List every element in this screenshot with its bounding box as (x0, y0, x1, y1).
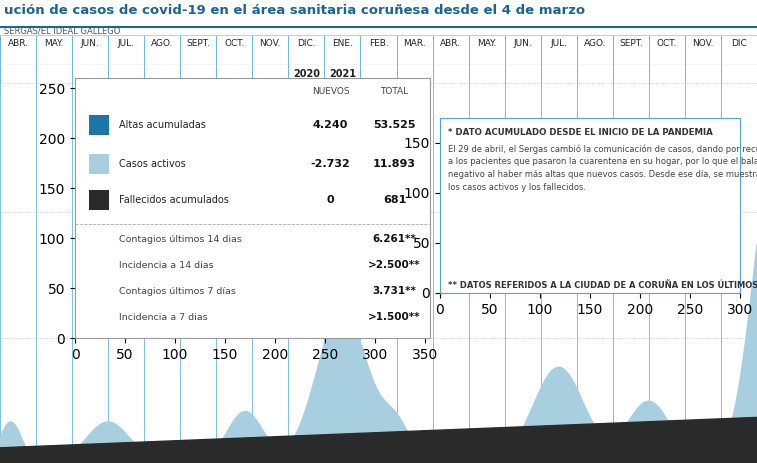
Text: Altas acumuladas: Altas acumuladas (119, 120, 206, 130)
Text: FEB.: FEB. (369, 38, 388, 48)
Text: SEPT.: SEPT. (186, 38, 210, 48)
Text: MAY.: MAY. (477, 38, 497, 48)
Text: Contagios últimos 7 días: Contagios últimos 7 días (119, 287, 236, 296)
Text: NOV.: NOV. (260, 38, 281, 48)
Text: 4.240: 4.240 (313, 120, 348, 130)
Text: 11.893: 11.893 (373, 159, 416, 169)
Text: AGO.: AGO. (151, 38, 173, 48)
Text: a los pacientes que pasaron la cuarentena en su hogar, por lo que el balance es: a los pacientes que pasaron la cuarenten… (448, 157, 757, 166)
Bar (89, 190, 109, 210)
Text: negativo al haber más altas que nuevos casos. Desde ese día, se muestran solo: negativo al haber más altas que nuevos c… (448, 170, 757, 179)
Text: MAR.: MAR. (403, 38, 426, 48)
Text: DIC.: DIC. (297, 38, 316, 48)
Text: AGO.: AGO. (584, 38, 606, 48)
Text: SERGAS/EL IDEAL GALLEGO: SERGAS/EL IDEAL GALLEGO (4, 26, 120, 36)
Text: 53.525: 53.525 (373, 120, 416, 130)
Text: JUL.: JUL. (550, 38, 567, 48)
Text: JUN.: JUN. (513, 38, 532, 48)
Text: MAY.: MAY. (45, 38, 64, 48)
Text: 2020: 2020 (293, 69, 320, 79)
Text: TOTAL: TOTAL (381, 87, 409, 95)
Text: Contagios últimos 14 dias: Contagios últimos 14 dias (119, 235, 242, 244)
Text: SEPT.: SEPT. (619, 38, 643, 48)
Text: Fallecidos acumulados: Fallecidos acumulados (119, 195, 229, 205)
Text: JUN.: JUN. (81, 38, 99, 48)
Text: ución de casos de covid-19 en el área sanitaria coruñesa desde el 4 de marzo: ución de casos de covid-19 en el área sa… (4, 4, 585, 17)
Text: Incidencia a 7 dias: Incidencia a 7 dias (119, 313, 207, 322)
Text: 681: 681 (383, 195, 407, 205)
Text: DIC: DIC (731, 38, 747, 48)
Bar (89, 115, 109, 135)
Text: -2.732: -2.732 (310, 159, 350, 169)
Text: OCT.: OCT. (224, 38, 245, 48)
Text: ABR.: ABR. (8, 38, 29, 48)
Text: El 29 de abril, el Sergas cambió la comunicación de casos, dando por recuperados: El 29 de abril, el Sergas cambió la comu… (448, 144, 757, 154)
Text: JUL.: JUL. (117, 38, 135, 48)
Text: 3.731**: 3.731** (372, 286, 416, 296)
Text: NOV.: NOV. (692, 38, 714, 48)
Text: los casos activos y los fallecidos.: los casos activos y los fallecidos. (448, 183, 586, 192)
Text: >2.500**: >2.500** (368, 260, 421, 270)
Text: ENE.: ENE. (332, 38, 353, 48)
Text: 6.261**: 6.261** (372, 234, 416, 244)
Text: Incidencia a 14 dias: Incidencia a 14 dias (119, 261, 213, 270)
Text: OCT.: OCT. (656, 38, 677, 48)
Bar (89, 154, 109, 174)
Text: Casos activos: Casos activos (119, 159, 185, 169)
Text: 2021: 2021 (329, 69, 356, 79)
Text: 0: 0 (327, 195, 335, 205)
Text: >1.500**: >1.500** (368, 312, 421, 322)
Text: * DATO ACUMULADO DESDE EL INICIO DE LA PANDEMIA: * DATO ACUMULADO DESDE EL INICIO DE LA P… (448, 128, 713, 137)
Text: ** DATOS REFERIDOS A LA CIUDAD DE A CORUÑA EN LOS ÚLTIMOS 7 y 14 DÍAS: ** DATOS REFERIDOS A LA CIUDAD DE A CORU… (448, 279, 757, 290)
Text: ABR.: ABR. (440, 38, 461, 48)
Text: NUEVOS: NUEVOS (312, 87, 350, 95)
